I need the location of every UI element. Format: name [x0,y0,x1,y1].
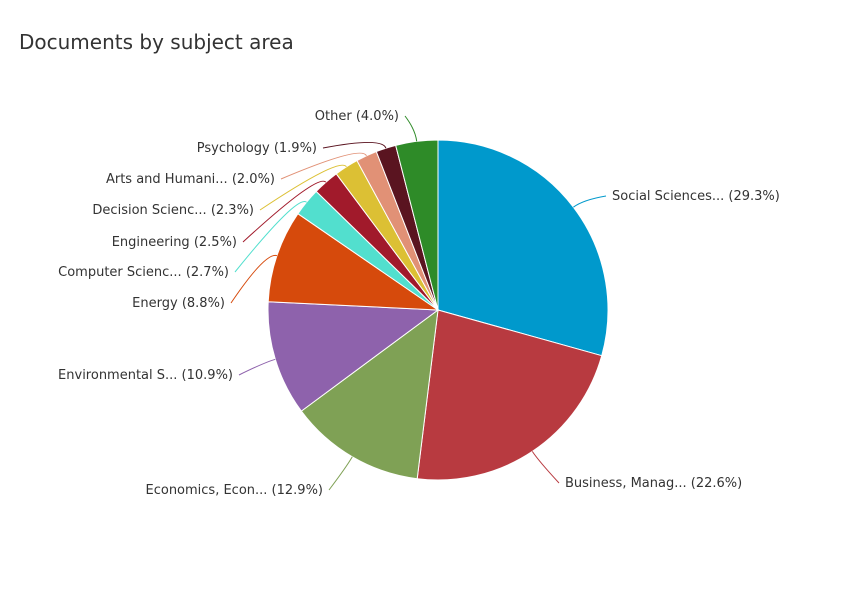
pie-slice[interactable] [395,139,439,311]
slice-label: Social Sciences... (29.3%) [612,189,780,204]
slice-label: Psychology (1.9%) [197,141,317,156]
slice-label: Energy (8.8%) [132,296,225,311]
label-connector [242,180,327,243]
label-connector [230,254,278,304]
slice-label: Economics, Econ... (12.9%) [146,483,324,498]
label-connector [259,164,347,211]
chart-title: Documents by subject area [19,30,294,54]
label-connector [234,201,307,273]
label-connector [322,141,387,149]
slice-labels: Social Sciences... (29.3%) Business, Mana… [58,109,780,498]
label-connector [531,451,560,484]
slice-label: Other (4.0%) [315,109,399,124]
slice-label: Decision Scienc... (2.3%) [92,203,254,218]
label-connectors [230,115,607,491]
slice-label: Engineering (2.5%) [112,235,237,250]
pie-slice[interactable] [267,301,440,412]
pie-slices [267,139,609,481]
slice-label: Computer Scienc... (2.7%) [58,265,229,280]
label-connector [238,358,276,376]
slice-label: Environmental S... (10.9%) [58,368,233,383]
label-connector [280,152,367,180]
label-connector [573,195,607,208]
pie-slice[interactable] [267,213,440,311]
pie-slice[interactable] [300,308,439,480]
label-connector [328,456,353,491]
slice-label: Business, Manag... (22.6%) [565,476,742,491]
slice-label: Arts and Humani... (2.0%) [106,172,275,187]
pie-slice[interactable] [416,309,603,481]
label-connector [404,115,418,142]
pie-slice[interactable] [437,139,609,357]
